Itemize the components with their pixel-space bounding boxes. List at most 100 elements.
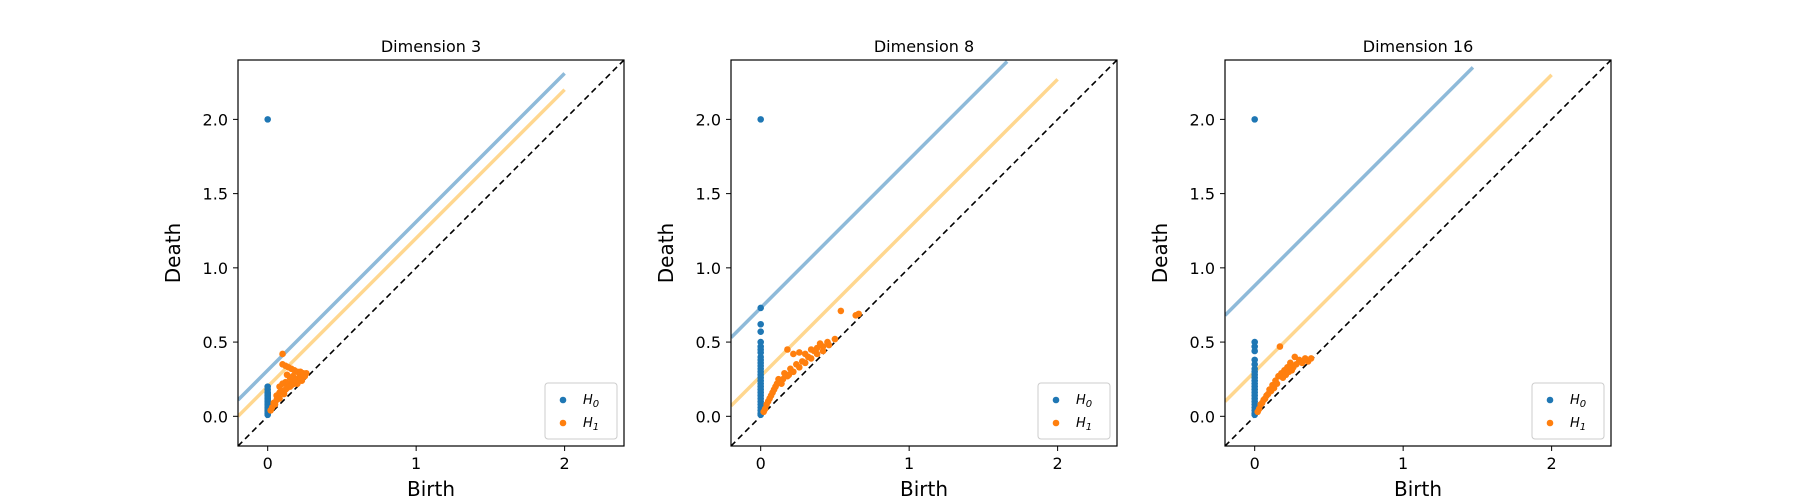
h1-point [279,350,286,358]
h1-point [1307,355,1315,362]
y-tick-label: 0.0 [696,407,721,426]
diagonal-line [1225,60,1611,446]
h1-point [1258,399,1266,407]
y-tick-label: 1.5 [696,185,721,204]
chart-panel-2: 0 1 2 0.0 0.5 1.0 1.5 2.0 Dimension 8 Birth Death H… [654,37,1118,500]
h1-legend-marker [559,419,567,427]
y-tick-label: 2.0 [203,110,228,129]
x-tick-label: 2 [1547,454,1557,473]
h1-point [1292,361,1300,368]
plot-area [1225,60,1611,446]
h1-point [271,401,279,408]
x-tick-label: 1 [904,454,914,473]
h0-point [757,320,764,328]
y-tick-label: 1.0 [203,259,228,278]
h0-legend-label: H0 [1570,393,1586,410]
legend-box [544,382,618,440]
h0-legend-marker [1052,396,1060,404]
h0-legend-marker [559,396,567,404]
y-tick-label: 0.0 [203,407,228,426]
h1-point [1254,408,1261,416]
h1-point [795,364,803,371]
h0-confidence-line [238,72,566,402]
h1-point [795,349,803,356]
y-tick-label: 0.5 [203,333,228,352]
h1-point [302,369,310,377]
y-tick-label: 1.5 [203,185,228,204]
h1-point [770,386,778,393]
chart-title: Dimension 8 [874,37,974,56]
h0-confidence-line [731,60,1009,339]
h1-point [773,380,781,387]
x-tick-label: 0 [756,454,766,473]
x-tick-label: 0 [1250,454,1260,473]
h0-point [757,304,764,312]
h1-point [837,307,845,315]
h1-confidence-line [238,88,566,418]
h1-confidence-line [731,78,1059,408]
y-axis-label: Death [161,223,185,283]
h1-point [831,335,839,343]
x-tick-label: 1 [411,454,421,473]
chart-title: Dimension 3 [381,37,481,56]
y-tick-label: 2.0 [696,110,721,129]
h0-point [757,328,764,335]
h1-point [784,346,791,353]
h1-legend-label: H1 [583,416,599,433]
x-tick-label: 2 [1053,454,1063,473]
h0-point [264,116,271,123]
h1-confidence-line [1225,73,1553,403]
h1-point [813,350,821,358]
h1-point [816,340,824,347]
h1-point [855,310,862,318]
y-tick-label: 0.5 [1190,333,1215,352]
y-axis-label: Death [1148,223,1172,283]
chart-title: Dimension 16 [1363,37,1474,56]
plot-area [731,60,1117,446]
h1-point [767,392,775,399]
h1-point [785,371,793,379]
h1-point [790,350,797,358]
h0-point [1251,116,1258,123]
h1-point [1288,366,1296,374]
h1-legend-label: H1 [1076,416,1092,433]
h1-point [825,341,833,349]
h1-point [1273,380,1281,387]
y-tick-label: 0.0 [1190,407,1215,426]
chart-panel-1: 0 1 2 0.0 0.5 1.0 1.5 2.0 Dimension 3 Birth Death H… [161,37,625,500]
h1-point [267,407,274,414]
h0-legend-label: H0 [583,393,599,410]
h1-point [801,359,809,367]
h0-confidence-line [1225,66,1475,317]
y-tick-label: 1.0 [696,259,721,278]
y-axis-label: Death [654,223,678,283]
x-axis-label: Birth [900,477,948,500]
h1-point [1267,387,1275,395]
legend-box [1531,382,1605,440]
legend-box [1037,382,1111,440]
x-axis-label: Birth [407,477,455,500]
y-tick-label: 2.0 [1190,110,1215,129]
h1-point [1298,359,1306,367]
plot-area [238,60,624,446]
h1-legend-label: H1 [1570,416,1586,433]
h1-point [807,355,815,362]
h1-point [819,347,827,355]
h1-legend-marker [1052,419,1060,427]
x-tick-label: 2 [560,454,570,473]
chart-panel-3: 0 1 2 0.0 0.5 1.0 1.5 2.0 Dimension 16 Birth Death… [1148,37,1612,500]
h1-point [276,395,283,402]
y-tick-label: 1.0 [1190,259,1215,278]
x-tick-label: 0 [263,454,273,473]
h0-legend-label: H0 [1076,393,1092,410]
h1-point [764,398,772,405]
plot-frame [1224,59,1612,447]
plot-frame [730,59,1118,447]
h0-point [757,116,764,123]
x-tick-label: 1 [1398,454,1408,473]
h0-legend-marker [1546,396,1554,404]
diagonal-line [731,60,1117,446]
